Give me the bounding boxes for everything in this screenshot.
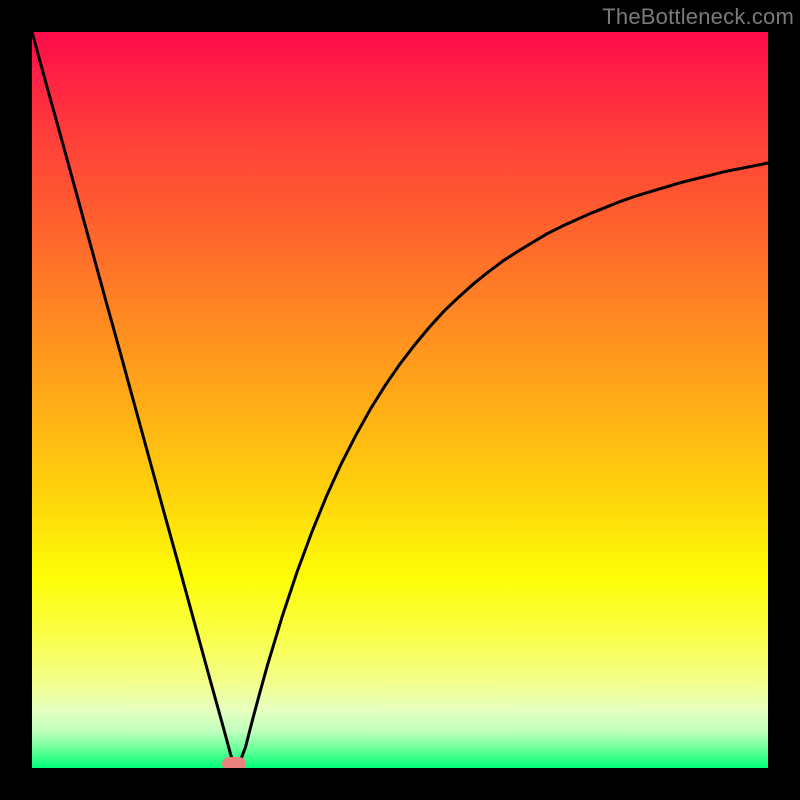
frame-border-right	[768, 0, 800, 800]
plot-area	[32, 32, 768, 768]
optimal-point-marker	[222, 757, 246, 768]
frame-border-bottom	[0, 768, 800, 800]
chart-frame: TheBottleneck.com	[0, 0, 800, 800]
curve-path	[32, 32, 768, 768]
frame-border-left	[0, 0, 32, 800]
watermark-text: TheBottleneck.com	[602, 4, 794, 30]
bottleneck-curve	[32, 32, 768, 768]
